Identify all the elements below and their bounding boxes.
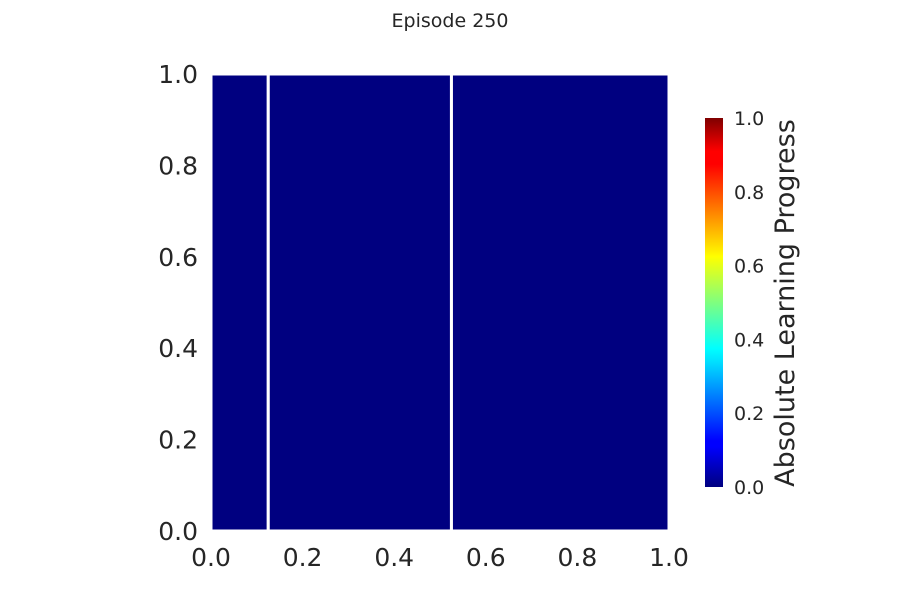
colorbar: [705, 118, 723, 487]
x-tick-label: 0.0: [191, 543, 231, 572]
x-tick-label: 0.4: [374, 543, 414, 572]
heatmap-cells: [209, 72, 671, 533]
colorbar-tick-label: 0.0: [734, 477, 764, 499]
y-tick-label: 0.6: [158, 243, 198, 272]
y-tick-label: 0.2: [158, 426, 198, 455]
x-tick-label: 1.0: [649, 543, 689, 572]
colorbar-tick-label: 0.4: [734, 329, 764, 351]
y-tick-label: 1.0: [158, 60, 198, 89]
x-tick-label: 0.8: [558, 543, 598, 572]
y-tick-label: 0.4: [158, 334, 198, 363]
y-tick-label: 0.8: [158, 151, 198, 180]
heatmap-cell-1: [209, 72, 270, 533]
colorbar-tick-label: 0.8: [734, 182, 764, 204]
x-tick-label: 0.6: [466, 543, 506, 572]
heatmap-cell-3: [449, 72, 671, 533]
colorbar-label: Absolute Learning Progress: [770, 119, 801, 487]
heatmap-cell-2: [266, 72, 453, 533]
chart-title: Episode 250: [392, 10, 509, 32]
colorbar-tick-label: 1.0: [734, 108, 764, 130]
colorbar-ticks: 0.0 0.2 0.4 0.6 0.8 1.0: [734, 108, 764, 499]
colorbar-tick-label: 0.2: [734, 403, 764, 425]
y-tick-label: 0.0: [158, 517, 198, 546]
x-axis: 0.0 0.2 0.4 0.6 0.8 1.0: [191, 543, 689, 572]
x-tick-label: 0.2: [283, 543, 323, 572]
colorbar-tick-label: 0.6: [734, 256, 764, 278]
y-axis: 0.0 0.2 0.4 0.6 0.8 1.0: [158, 60, 198, 546]
